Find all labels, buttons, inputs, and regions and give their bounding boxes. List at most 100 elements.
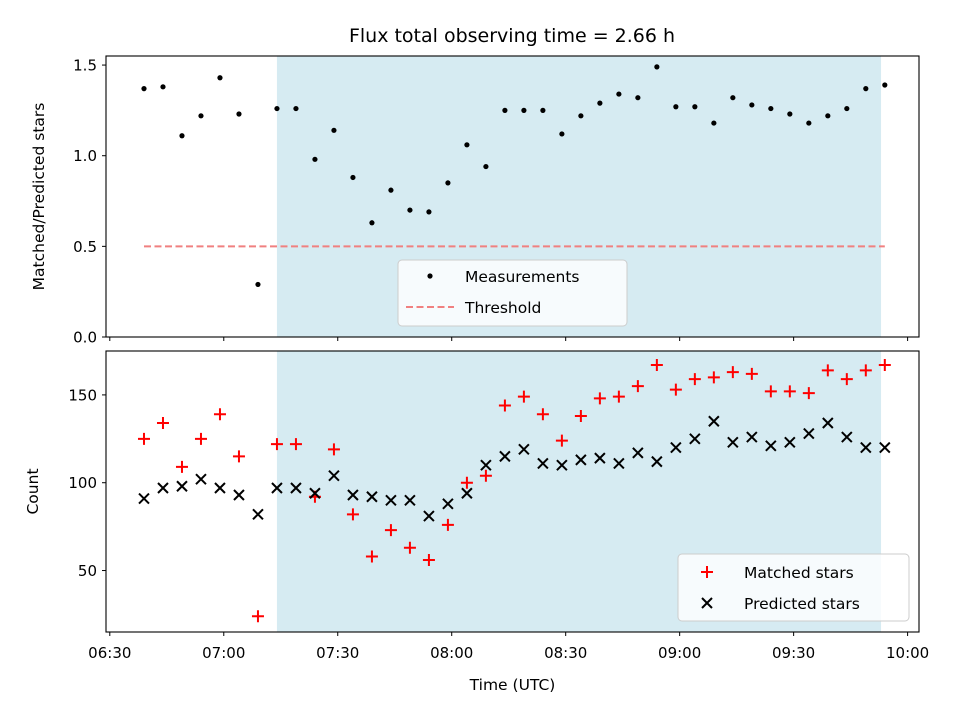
measurement-point <box>654 64 660 70</box>
legend-matched-marker <box>701 566 713 578</box>
measurement-point <box>521 107 527 113</box>
predicted-star-point <box>613 457 625 470</box>
matched-star-point <box>688 373 701 386</box>
predicted-star-point <box>746 431 758 443</box>
measurement-point <box>388 187 394 193</box>
time-x-tick-label: 09:00 <box>658 644 701 662</box>
measurement-point <box>179 133 185 139</box>
predicted-star-point <box>480 459 492 471</box>
predicted-star-point <box>537 457 549 470</box>
matched-star-point <box>365 550 378 563</box>
matched-star-point <box>460 476 473 489</box>
measurement-point <box>844 105 850 112</box>
count-legend: Matched stars Predicted stars <box>677 553 910 622</box>
matched-star-point <box>498 399 511 412</box>
predicted-star-point <box>271 482 283 494</box>
matched-star-point <box>137 432 150 445</box>
measurement-point <box>673 104 679 110</box>
legend-predicted-label: Predicted stars <box>744 595 860 613</box>
time-x-tick-label: 07:30 <box>316 644 359 662</box>
matched-star-point <box>555 434 568 447</box>
measurement-point <box>217 75 223 81</box>
measurement-point <box>236 111 242 117</box>
measurement-point <box>255 281 261 288</box>
predicted-star-point <box>879 441 891 454</box>
matched-star-point <box>346 508 359 521</box>
matched-star-point <box>175 460 188 473</box>
measurement-point <box>312 156 318 162</box>
predicted-star-point <box>803 427 815 440</box>
measurement-point <box>445 180 451 186</box>
matched-star-point <box>859 364 872 377</box>
matched-star-point <box>783 385 796 398</box>
matched-star-point <box>612 390 625 403</box>
predicted-star-point <box>290 482 302 494</box>
measurement-point <box>426 209 432 215</box>
matched-star-point <box>593 392 606 405</box>
predicted-star-point <box>594 452 606 464</box>
predicted-star-point <box>689 433 701 445</box>
count-panel-frame <box>105 350 920 633</box>
predicted-star-point <box>518 443 530 456</box>
matched-star-point <box>650 359 663 372</box>
time-x-tick-label: 06:30 <box>88 644 131 662</box>
measurement-point <box>597 100 603 106</box>
measurement-point <box>787 111 793 117</box>
count-panel: 50 100 150 06:30 07:00 07:30 08:00 08:30 09:00 09… <box>24 350 929 694</box>
measurement-point <box>502 107 508 113</box>
ratio-legend-box <box>397 259 628 327</box>
matched-star-point <box>213 408 226 421</box>
predicted-star-point <box>556 459 568 471</box>
time-x-tick-label: 08:00 <box>430 644 473 662</box>
predicted-star-point <box>442 498 454 510</box>
matched-star-point <box>479 469 492 482</box>
matched-star-point <box>878 359 891 372</box>
matched-star-point <box>764 385 777 398</box>
ratio-panel: 0.0 0.5 1.0 1.5 Matched/Predicted stars Mea… <box>30 55 920 347</box>
time-x-axis-label: Time (UTC) <box>469 676 556 694</box>
measurement-point <box>141 86 147 92</box>
measurement-point <box>198 113 204 119</box>
measurement-point <box>160 84 166 90</box>
measurement-point <box>369 220 375 226</box>
legend-predicted-marker <box>701 597 713 609</box>
measurement-point <box>825 113 831 119</box>
predicted-star-point <box>651 455 663 468</box>
predicted-star-point <box>404 494 416 506</box>
predicted-star-point <box>214 482 226 494</box>
predicted-star-point <box>727 436 739 449</box>
ratio-y-tick-label: 1.0 <box>73 147 97 165</box>
matched-star-point <box>384 524 397 537</box>
count-axis-ticks: 50 100 150 06:30 07:00 07:30 08:00 08:30 09:00 09… <box>68 386 929 662</box>
predicted-star-point <box>138 492 150 505</box>
measurement-point <box>616 91 622 97</box>
ratio-panel-frame <box>105 55 920 338</box>
measurement-point <box>293 105 299 112</box>
measurement-points <box>141 64 888 288</box>
ratio-legend: Measurements Threshold <box>397 259 628 327</box>
predicted-star-point <box>765 440 777 452</box>
predicted-star-point <box>176 480 188 492</box>
ratio-y-tick-label: 0.0 <box>73 329 97 347</box>
predicted-star-point <box>309 487 321 499</box>
legend-measurements-label: Measurements <box>465 268 580 286</box>
time-x-tick-label: 08:30 <box>544 644 587 662</box>
measurement-point <box>711 120 717 126</box>
count-y-tick-label: 50 <box>78 562 97 580</box>
predicted-star-point <box>385 494 397 506</box>
matched-star-points <box>137 359 891 623</box>
predicted-star-point <box>157 482 169 494</box>
predicted-star-point <box>708 415 720 427</box>
predicted-star-point <box>822 417 834 429</box>
matched-star-point <box>669 383 682 396</box>
ratio-y-tick-label: 1.5 <box>73 57 97 75</box>
predicted-star-point <box>328 469 340 482</box>
matched-star-point <box>840 373 853 386</box>
matched-star-point <box>517 390 530 403</box>
matched-star-point <box>726 366 739 379</box>
chart-title: Flux total observing time = 2.66 h <box>349 25 675 47</box>
predicted-star-point <box>841 431 853 443</box>
matched-star-point <box>270 438 283 451</box>
measurement-point <box>464 142 470 148</box>
time-x-tick-label: 09:30 <box>772 644 815 662</box>
